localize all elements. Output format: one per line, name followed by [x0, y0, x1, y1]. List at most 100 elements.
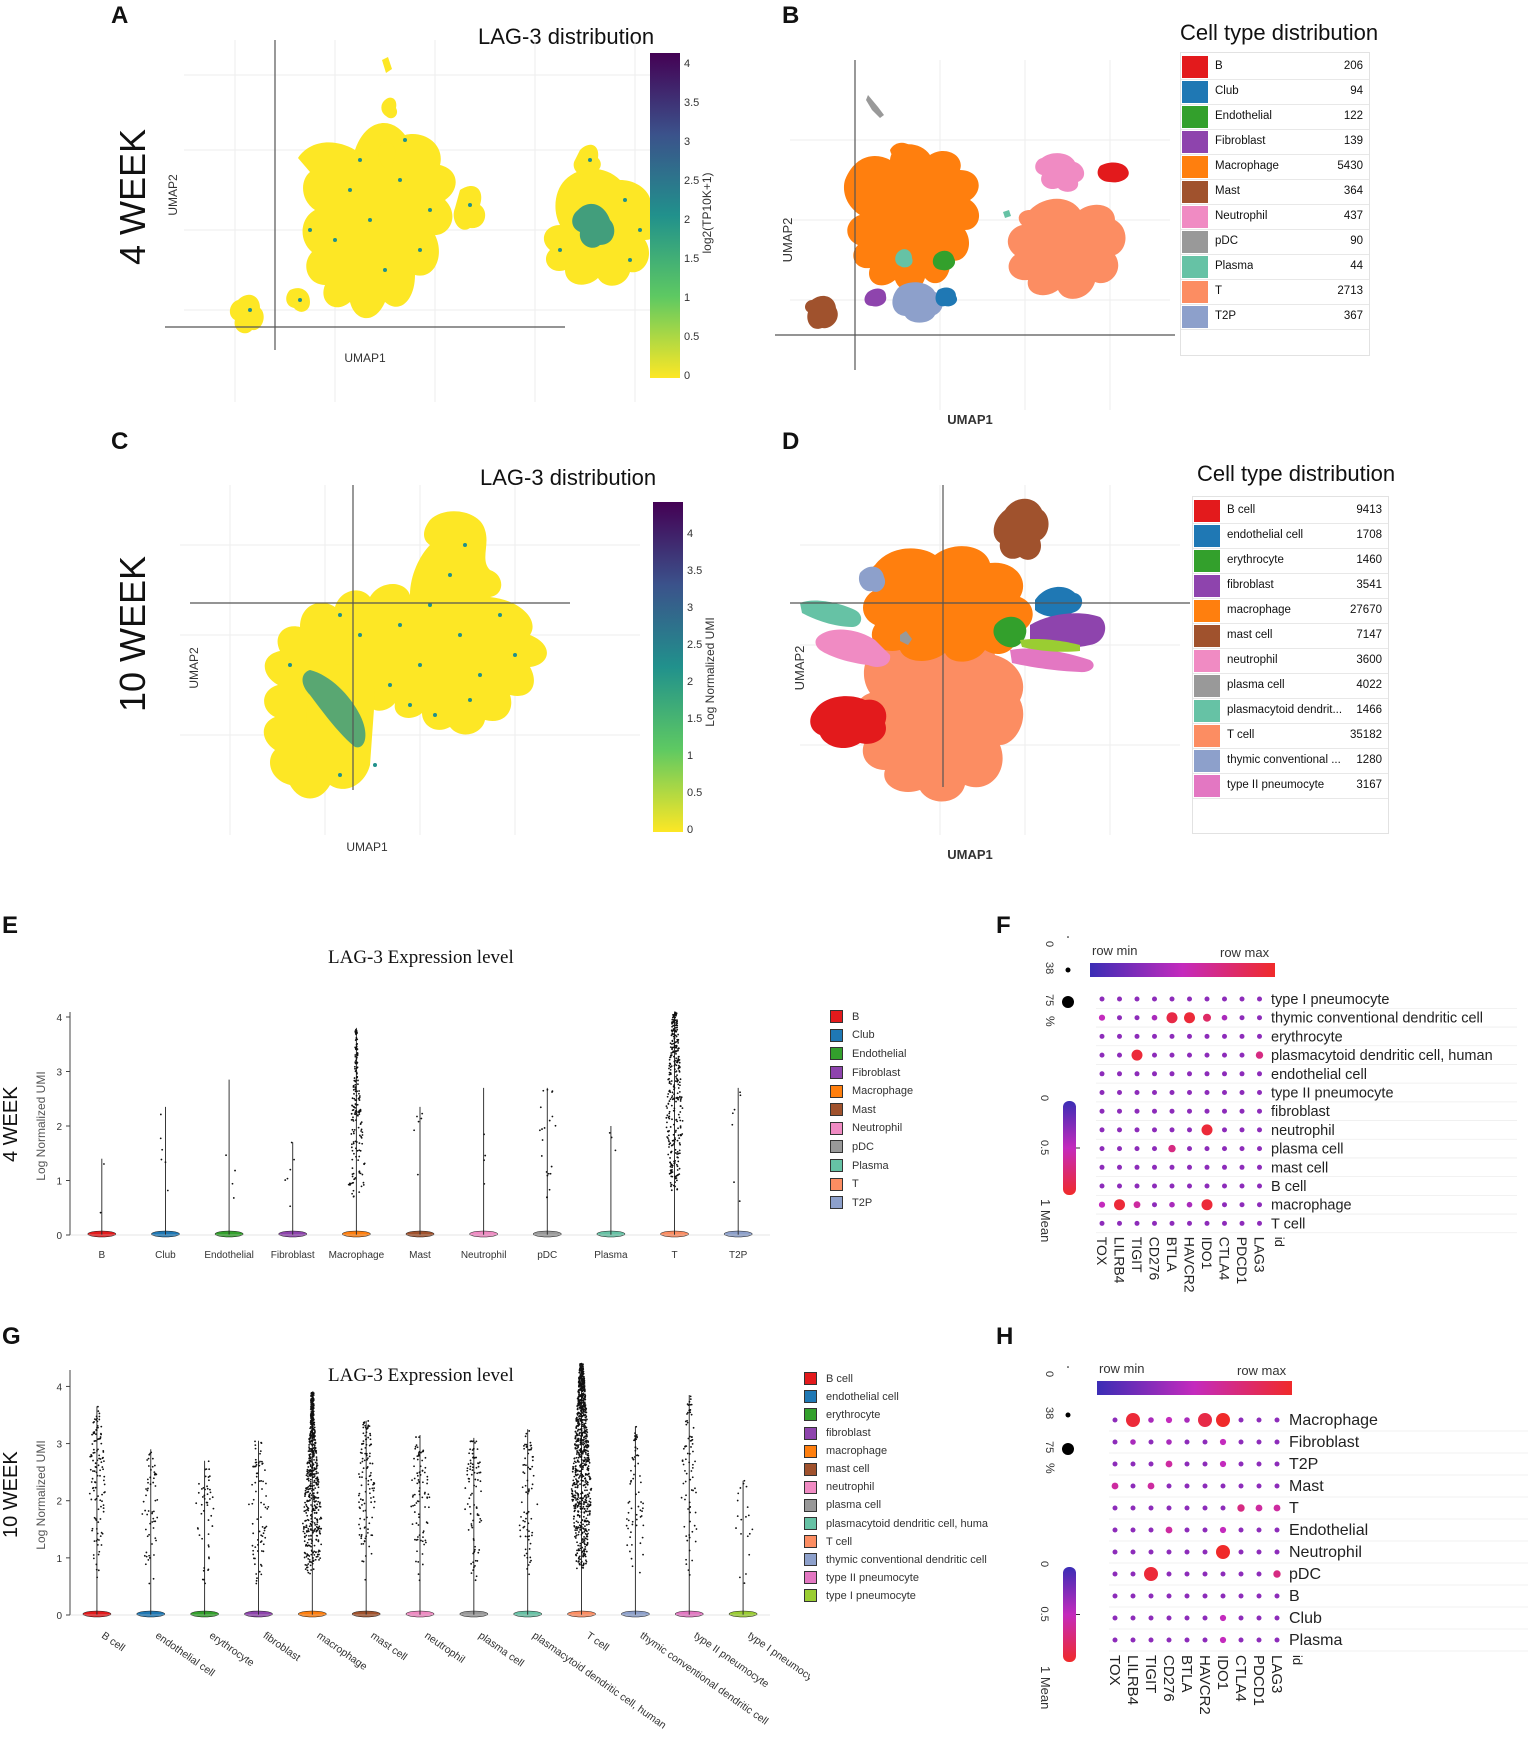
legend-row[interactable]: plasma cell 4022: [1193, 674, 1388, 699]
legend-row[interactable]: erythrocyte 1460: [1193, 549, 1388, 574]
jitter-point: [483, 1183, 486, 1185]
jitter-point: [363, 1162, 366, 1165]
jitter-point: [584, 1459, 587, 1461]
jitter-point: [549, 1172, 552, 1175]
jitter-point: [575, 1525, 578, 1528]
jitter-point: [99, 1436, 102, 1438]
legend-row[interactable]: mast cell 7147: [1193, 624, 1388, 649]
legend-item[interactable]: B cell: [804, 1370, 853, 1388]
dot: [1257, 1127, 1262, 1133]
jitter-point: [260, 1534, 263, 1537]
jitter-point: [351, 1173, 354, 1176]
legend-item[interactable]: B: [830, 1008, 859, 1027]
legend-row[interactable]: Macrophage 5430: [1181, 155, 1369, 180]
dot: [1117, 1127, 1122, 1133]
legend-row[interactable]: Endothelial 122: [1181, 105, 1369, 130]
jitter-point: [477, 1465, 480, 1468]
legend-item[interactable]: Plasma: [830, 1157, 889, 1176]
legend-row[interactable]: B 206: [1181, 55, 1369, 80]
legend-item[interactable]: plasmacytoid dendritic cell, huma: [804, 1515, 988, 1533]
legend-item[interactable]: T cell: [804, 1533, 852, 1551]
panel-letter-g: G: [2, 1323, 21, 1350]
jitter-point: [581, 1421, 584, 1424]
jitter-point: [350, 1112, 353, 1115]
dot: [1204, 1146, 1210, 1152]
legend-row[interactable]: T 2713: [1181, 280, 1369, 305]
legend-item[interactable]: type II pneumocyte: [804, 1569, 919, 1587]
jitter-point: [669, 1126, 672, 1128]
legend-item[interactable]: Endothelial: [830, 1045, 906, 1064]
jitter-point: [231, 1182, 234, 1185]
jitter-point: [306, 1468, 309, 1471]
jitter-point: [355, 1141, 358, 1143]
jitter-point: [671, 1175, 674, 1178]
dot: [1152, 1183, 1157, 1189]
jitter-point: [576, 1439, 579, 1441]
jitter-point: [93, 1431, 96, 1433]
legend-item[interactable]: Mast: [830, 1101, 876, 1120]
legend-row[interactable]: Plasma 44: [1181, 255, 1369, 280]
dot: [1239, 1183, 1245, 1189]
legend-item[interactable]: neutrophil: [804, 1479, 874, 1497]
legend-row[interactable]: type II pneumocyte 3167: [1193, 774, 1388, 799]
jitter-point: [361, 1471, 364, 1474]
legend-item[interactable]: fibroblast: [804, 1424, 871, 1442]
legend-row[interactable]: neutrophil 3600: [1193, 649, 1388, 674]
jitter-point: [524, 1435, 527, 1438]
legend-row[interactable]: Fibroblast 139: [1181, 130, 1369, 155]
legend-row[interactable]: Mast 364: [1181, 180, 1369, 205]
jitter-point: [96, 1449, 98, 1452]
legend-row[interactable]: fibroblast 3541: [1193, 574, 1388, 599]
cluster-fibroblast: [1030, 613, 1106, 648]
jitter-point: [97, 1464, 100, 1467]
jitter-point: [418, 1481, 421, 1484]
jitter-point: [580, 1503, 583, 1505]
jitter-point: [582, 1555, 585, 1558]
legend-item[interactable]: Fibroblast: [830, 1064, 900, 1083]
legend-row[interactable]: macrophage 27670: [1193, 599, 1388, 624]
legend-item[interactable]: T2P: [830, 1194, 872, 1213]
jitter-point: [263, 1503, 265, 1506]
legend-row[interactable]: T2P 367: [1181, 305, 1369, 330]
dot: [1187, 1090, 1192, 1095]
legend-item[interactable]: erythrocyte: [804, 1406, 880, 1424]
legend-item[interactable]: type I pneumocyte: [804, 1587, 916, 1605]
legend-item[interactable]: mast cell: [804, 1461, 869, 1479]
jitter-point: [630, 1557, 633, 1560]
legend-row[interactable]: Neutrophil 437: [1181, 205, 1369, 230]
jitter-point: [151, 1465, 154, 1468]
legend-item[interactable]: plasma cell: [804, 1497, 881, 1515]
jitter-point: [356, 1031, 358, 1034]
dot: [1099, 1164, 1105, 1170]
legend-row[interactable]: plasmacytoid dendrit... 1466: [1193, 699, 1388, 724]
jitter-point: [675, 1075, 677, 1078]
legend-row[interactable]: pDC 90: [1181, 230, 1369, 255]
legend-item[interactable]: pDC: [830, 1138, 874, 1157]
jitter-point: [354, 1083, 357, 1086]
legend-item[interactable]: Neutrophil: [830, 1120, 902, 1139]
legend-item[interactable]: Club: [830, 1027, 875, 1046]
jitter-point: [309, 1564, 312, 1567]
legend-count: 139: [1343, 135, 1363, 147]
jitter-point: [528, 1548, 531, 1550]
jitter-point: [98, 1539, 100, 1541]
jitter-point: [308, 1457, 311, 1460]
legend-row[interactable]: thymic conventional ... 1280: [1193, 749, 1388, 774]
jitter-point: [674, 1152, 677, 1154]
legend-item[interactable]: Macrophage: [830, 1082, 913, 1101]
legend-item[interactable]: thymic conventional dendritic cell: [804, 1551, 987, 1569]
legend-row[interactable]: Club 94: [1181, 80, 1369, 105]
x-tick-label: endothelial cell: [153, 1630, 217, 1680]
jitter-point: [354, 1031, 357, 1034]
legend-item[interactable]: macrophage: [804, 1442, 887, 1460]
legend-item[interactable]: endothelial cell: [804, 1388, 899, 1406]
dot: [1169, 1108, 1175, 1114]
jitter-point: [371, 1487, 374, 1490]
legend-row[interactable]: T cell 35182: [1193, 724, 1388, 749]
legend-row[interactable]: B cell 9413: [1193, 499, 1388, 524]
jitter-point: [587, 1523, 590, 1526]
legend-row[interactable]: endothelial cell 1708: [1193, 524, 1388, 549]
dot: [1255, 1504, 1263, 1512]
legend-item[interactable]: T: [830, 1175, 859, 1194]
side-label-4-week: 4 WEEK: [112, 128, 153, 265]
